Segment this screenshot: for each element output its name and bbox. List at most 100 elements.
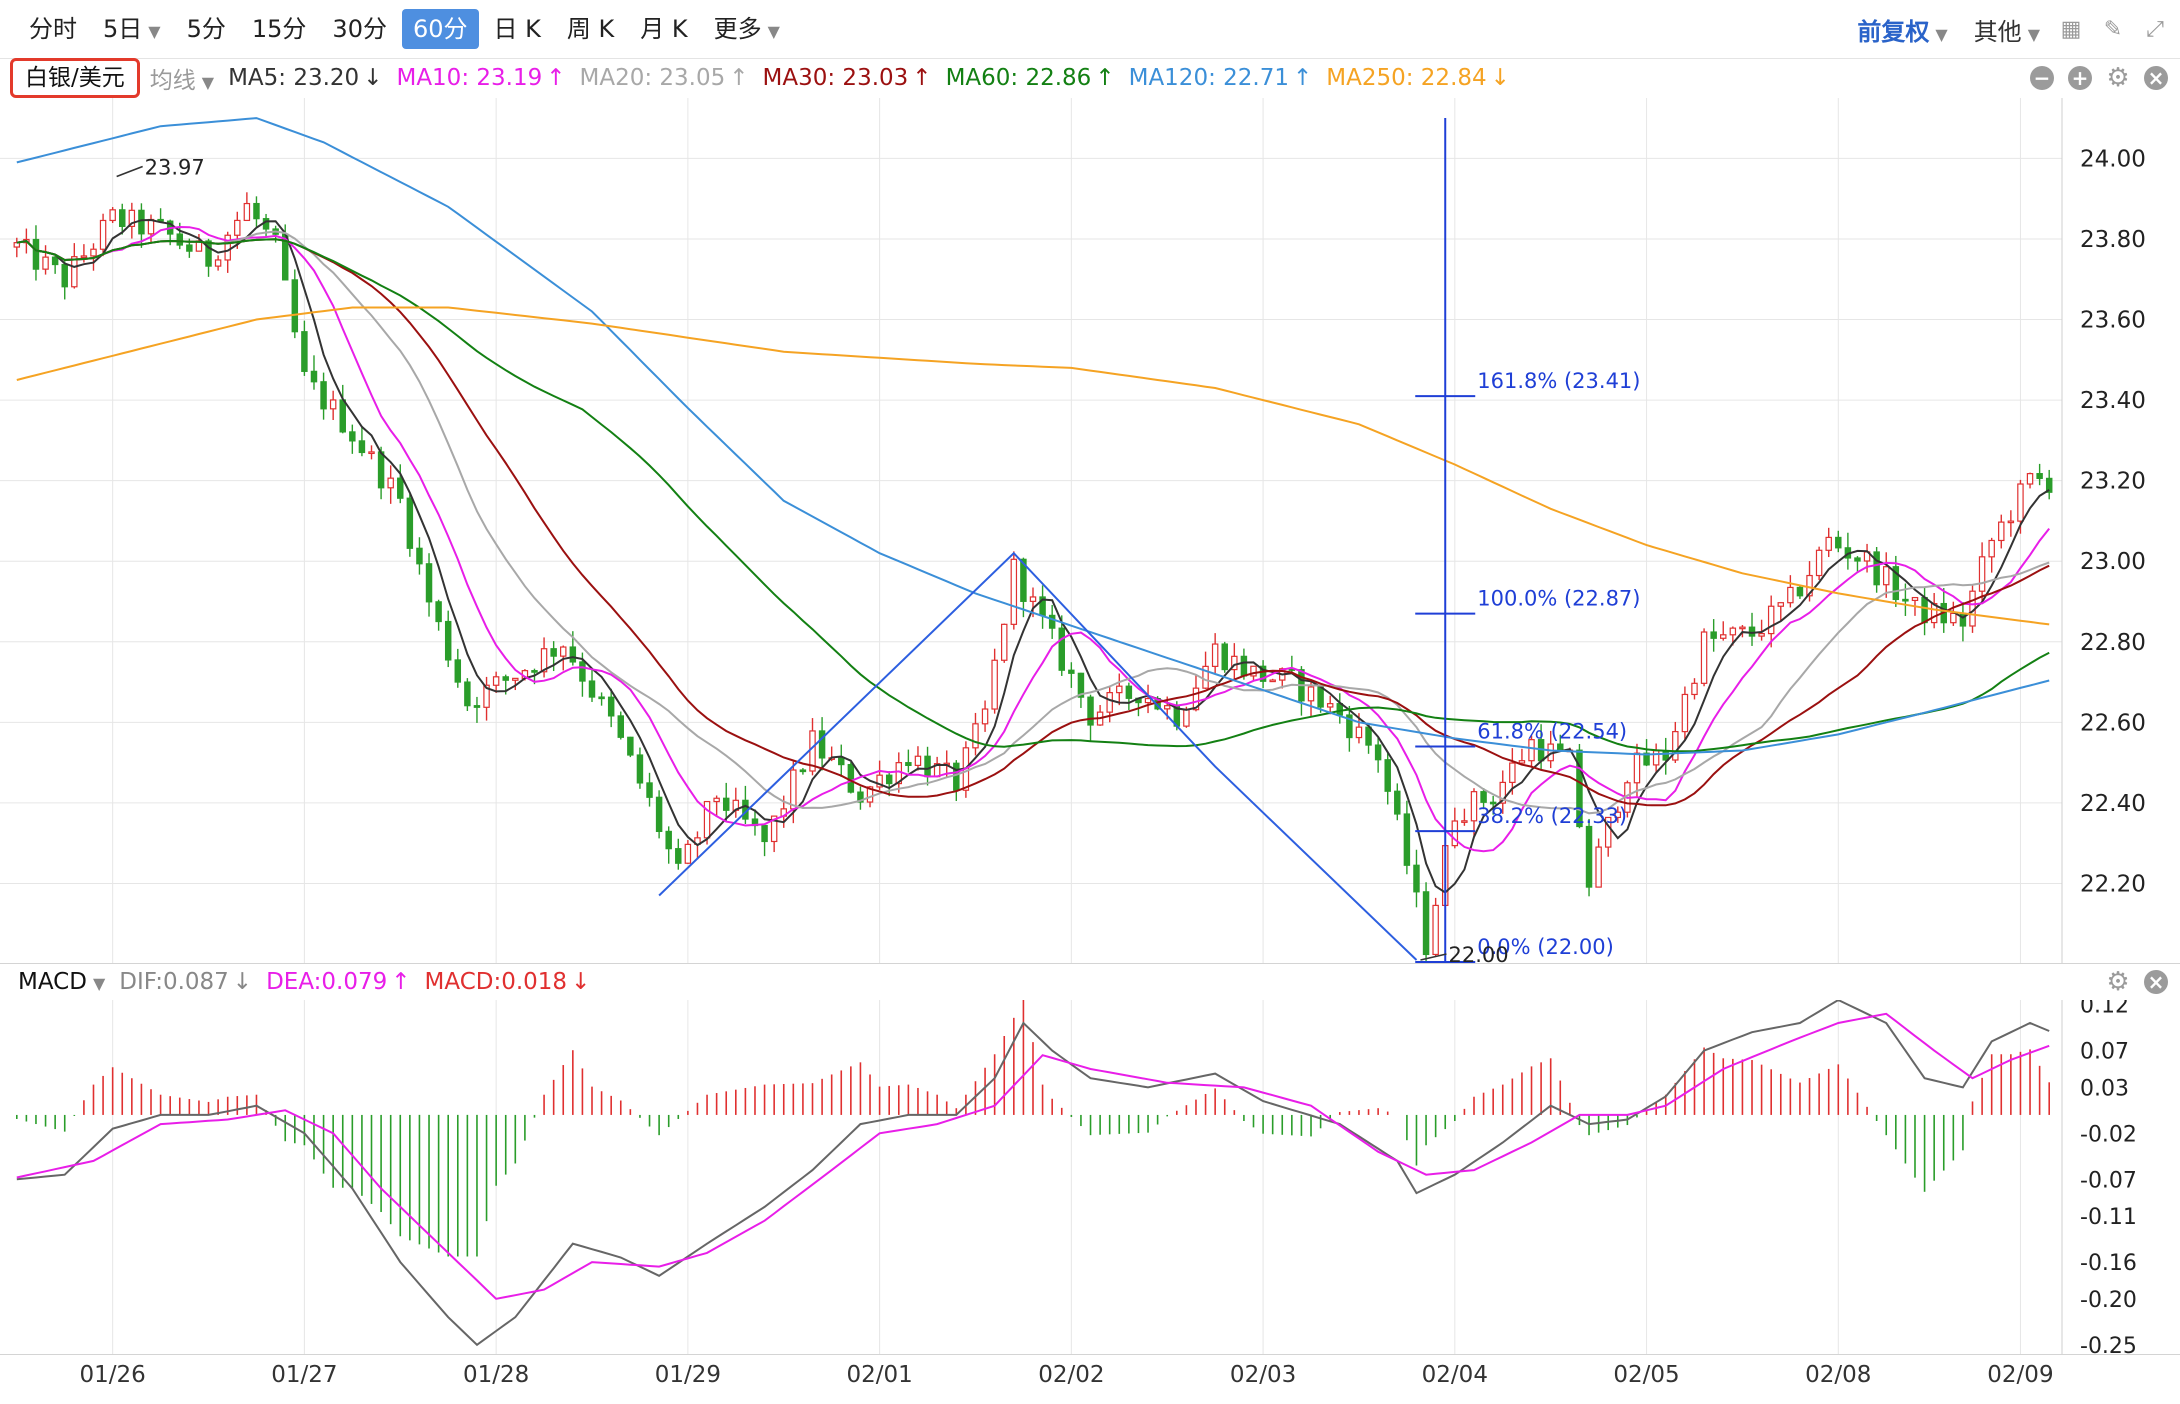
- chevron-down-icon: ▼: [2027, 24, 2040, 44]
- gear-icon[interactable]: ⚙: [2106, 63, 2130, 93]
- candle-body: [1911, 596, 1919, 602]
- fib-level-label: 38.2% (22.33): [1477, 804, 1627, 828]
- y-tick-label: 24.00: [2080, 146, 2146, 172]
- close-circle-icon[interactable]: ×: [2144, 970, 2168, 994]
- fib-level-label: 61.8% (22.54): [1477, 719, 1627, 743]
- candle-body: [1461, 820, 1468, 823]
- candle-body: [617, 715, 625, 738]
- panel-divider: [0, 963, 2180, 964]
- candle-body: [1068, 669, 1075, 674]
- period-tab-label: 分时: [29, 15, 77, 43]
- candle-body: [425, 563, 433, 603]
- candle-body: [90, 248, 97, 257]
- period-tab[interactable]: 15分: [241, 9, 318, 49]
- candle-body: [1163, 705, 1171, 710]
- candle-body: [61, 263, 68, 288]
- minus-circle-icon[interactable]: −: [2030, 66, 2054, 90]
- x-tick-label: 02/08: [1805, 1362, 1872, 1388]
- macd-y-tick-label: 0.12: [2080, 1000, 2129, 1019]
- period-tab[interactable]: 60分: [401, 9, 479, 49]
- candle-body: [569, 646, 577, 663]
- candle-body: [147, 218, 155, 235]
- candle-body: [1691, 682, 1698, 696]
- x-tick-label: 01/29: [654, 1362, 722, 1388]
- price-annotation: 23.97: [145, 156, 205, 180]
- symbol-selector[interactable]: 白银/美元: [10, 58, 140, 98]
- period-tab[interactable]: 周 K: [556, 9, 625, 49]
- y-tick-label: 22.60: [2080, 710, 2146, 736]
- y-tick-label: 23.80: [2080, 227, 2146, 253]
- candle-body: [1106, 692, 1113, 713]
- candle-body: [512, 677, 519, 681]
- macd-y-tick-label: 0.03: [2080, 1076, 2129, 1101]
- macd-y-tick-label: -0.16: [2080, 1251, 2137, 1276]
- ma-legend-item: MA60: 22.86 ↑: [946, 65, 1115, 91]
- candle-body: [234, 219, 241, 236]
- plus-circle-icon[interactable]: +: [2068, 66, 2092, 90]
- dea-line: [16, 1012, 2050, 1300]
- candle-body: [598, 696, 605, 700]
- candle-body: [857, 791, 864, 803]
- candle-body: [1576, 749, 1583, 828]
- ma-legend-label: MA10: 23.19: [396, 65, 543, 91]
- period-tab[interactable]: 5分: [176, 9, 237, 49]
- candle-body: [1604, 816, 1612, 848]
- adjust-label: 前复权: [1857, 17, 1930, 46]
- macd-controls: ⚙ ×: [2092, 964, 2168, 1000]
- period-tab[interactable]: 分时: [18, 9, 88, 49]
- price-chart[interactable]: 24.00 23.80 23.60 23.40 23.20 23.00 22.80 22.60…: [0, 98, 2180, 964]
- candle-body: [1480, 791, 1487, 803]
- candle-body: [2017, 483, 2024, 522]
- ma-type-selector[interactable]: 均线 ▼: [150, 61, 214, 95]
- period-tab-label: 30分: [332, 15, 387, 43]
- candle-body: [684, 843, 692, 864]
- period-tab[interactable]: 更多 ▼: [703, 9, 791, 49]
- macd-legend-label: MACD:0.018: [424, 969, 568, 995]
- candle-body: [1748, 626, 1756, 637]
- candle-body: [953, 762, 960, 791]
- other-selector[interactable]: 其他 ▼: [1974, 12, 2040, 47]
- candle-body: [205, 240, 212, 267]
- candle-body: [454, 659, 462, 683]
- x-tick-label: 02/03: [1229, 1362, 1297, 1388]
- candle-body: [1758, 632, 1765, 637]
- candle-body: [1988, 539, 1995, 558]
- zigzag-line[interactable]: [658, 551, 1418, 961]
- period-tab[interactable]: 月 K: [629, 9, 698, 49]
- candle-body: [1077, 672, 1085, 698]
- candle-body: [2045, 477, 2053, 493]
- candle-body: [1978, 556, 1986, 592]
- grid-icon[interactable]: ▦: [2060, 16, 2082, 42]
- candle-body: [358, 440, 366, 454]
- candle-body: [1269, 679, 1276, 683]
- candle-body: [1672, 731, 1679, 761]
- dif-line: [16, 1000, 2050, 1347]
- candle-body: [540, 648, 548, 673]
- candle-body: [1422, 891, 1430, 956]
- candle-body: [1643, 752, 1650, 766]
- macd-chart[interactable]: 0.12 0.07 0.03 -0.02 -0.07 -0.11 -0.16 -0.20 -0.…: [0, 1000, 2180, 1354]
- candle-body: [291, 279, 299, 333]
- period-tab[interactable]: 30分: [321, 9, 398, 49]
- candle-body: [1633, 752, 1641, 784]
- x-tick-label: 02/09: [1987, 1362, 2054, 1388]
- pen-icon[interactable]: ✎: [2103, 16, 2123, 42]
- period-tab[interactable]: 5日 ▼: [92, 9, 172, 49]
- candles: [13, 192, 2053, 964]
- adjust-selector[interactable]: 前复权 ▼: [1857, 12, 1947, 47]
- fullscreen-icon[interactable]: ⤢: [2146, 16, 2164, 42]
- candle-body: [464, 681, 471, 707]
- ma-controls: − + ⚙ ×: [2016, 58, 2168, 98]
- macd-selector[interactable]: MACD ▼: [18, 969, 105, 995]
- candle-body: [1326, 703, 1334, 708]
- period-tab-label: 60分: [412, 15, 468, 43]
- candle-body: [703, 800, 711, 839]
- candle-body: [1029, 596, 1037, 602]
- gear-icon[interactable]: ⚙: [2106, 967, 2130, 997]
- candle-body: [1355, 726, 1363, 739]
- candle-body: [1192, 687, 1200, 711]
- period-tab[interactable]: 日 K: [483, 9, 552, 49]
- candle-body: [713, 797, 720, 803]
- close-circle-icon[interactable]: ×: [2144, 66, 2168, 90]
